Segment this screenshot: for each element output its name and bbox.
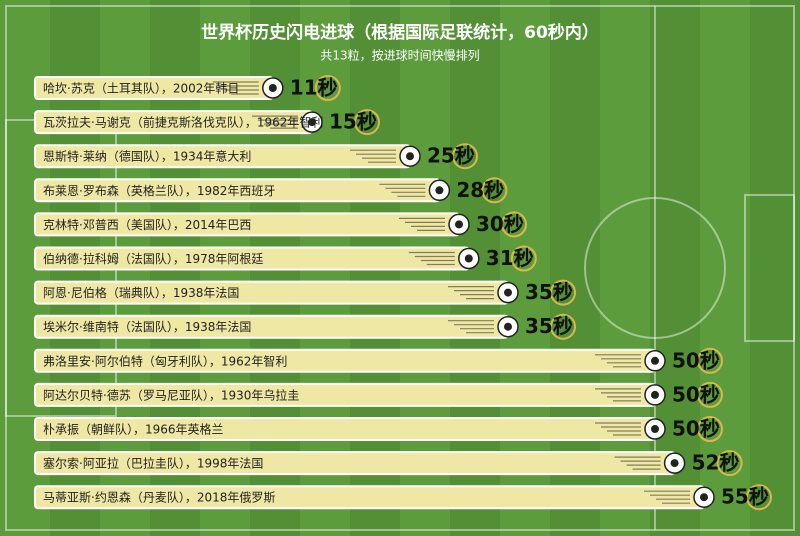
value-label: 30秒 bbox=[476, 212, 524, 236]
ball-patch bbox=[504, 322, 512, 331]
category-label: 弗洛里安·阿尔伯特（匈牙利队），1962年智利 bbox=[43, 353, 287, 368]
stopwatch bbox=[550, 279, 576, 306]
stopwatch bbox=[481, 177, 508, 204]
stopwatch bbox=[510, 245, 537, 272]
category-label: 伯纳德·拉科姆（法国队），1978年阿根廷 bbox=[43, 251, 263, 266]
value-label: 35秒 bbox=[525, 314, 573, 338]
category-label: 朴承振（朝鲜队），1966年英格兰 bbox=[43, 422, 224, 437]
ball-patch bbox=[308, 118, 316, 127]
value-label: 28秒 bbox=[456, 178, 504, 202]
stopwatch bbox=[314, 75, 341, 101]
ball-patch bbox=[670, 459, 679, 468]
category-label: 马蒂亚斯·约恩森（丹麦队），2018年俄罗斯 bbox=[43, 490, 275, 505]
ball-patch bbox=[651, 425, 659, 433]
category-label: 阿恩·尼伯格（瑞典队），1938年法国 bbox=[43, 285, 239, 300]
value-label: 35秒 bbox=[525, 280, 573, 304]
category-label: 瓦茨拉夫·马谢克（前捷克斯洛伐克队），1962年智利 bbox=[43, 115, 323, 130]
category-label: 塞尔索·阿亚拉（巴拉圭队），1998年法国 bbox=[43, 456, 263, 471]
value-label: 50秒 bbox=[672, 348, 720, 372]
stopwatch bbox=[697, 347, 723, 374]
stopwatch bbox=[452, 143, 478, 170]
ball-patch bbox=[700, 493, 708, 502]
chart-subtitle: 共13粒，按进球时间快慢排列 bbox=[320, 48, 479, 63]
ball-patch bbox=[464, 254, 473, 263]
ball-patch bbox=[455, 220, 463, 229]
field-lines bbox=[5, 5, 795, 531]
category-label: 克林特·邓普西（美国队），2014年巴西 bbox=[43, 217, 251, 232]
value-label: 52秒 bbox=[692, 451, 740, 475]
category-label: 布莱恩·罗布森（英格兰队），1982年西班牙 bbox=[43, 183, 275, 198]
stopwatch bbox=[746, 484, 772, 511]
stopwatch bbox=[354, 109, 380, 136]
ball-patch bbox=[651, 390, 659, 399]
stopwatch bbox=[697, 416, 723, 442]
category-label: 埃米尔·维南特（法国队），1938年法国 bbox=[43, 319, 251, 334]
ball-patch bbox=[406, 152, 414, 161]
ball-patch bbox=[435, 186, 444, 195]
value-label: 50秒 bbox=[672, 382, 720, 406]
ball-patch bbox=[268, 84, 277, 92]
stopwatch bbox=[550, 313, 576, 340]
value-label: 11秒 bbox=[290, 76, 338, 100]
value-label: 15秒 bbox=[329, 110, 377, 134]
category-label: 哈坎·苏克（土耳其队），2002年韩日 bbox=[43, 81, 239, 96]
ball-patch bbox=[504, 288, 512, 297]
stopwatch bbox=[716, 450, 743, 477]
chart-title: 世界杯历史闪电进球（根据国际足联统计，60秒内） bbox=[201, 22, 599, 43]
value-label: 25秒 bbox=[427, 144, 475, 168]
ball-patch bbox=[651, 356, 659, 365]
stopwatch bbox=[697, 381, 723, 408]
value-label: 31秒 bbox=[486, 246, 534, 270]
category-label: 阿达尔贝特·德苏（罗马尼亚队），1930年乌拉圭 bbox=[43, 387, 299, 402]
category-label: 恩斯特·莱纳（德国队），1934年意大利 bbox=[43, 149, 251, 164]
value-label: 55秒 bbox=[721, 485, 769, 509]
stopwatch bbox=[501, 211, 527, 238]
value-label: 50秒 bbox=[672, 417, 720, 441]
